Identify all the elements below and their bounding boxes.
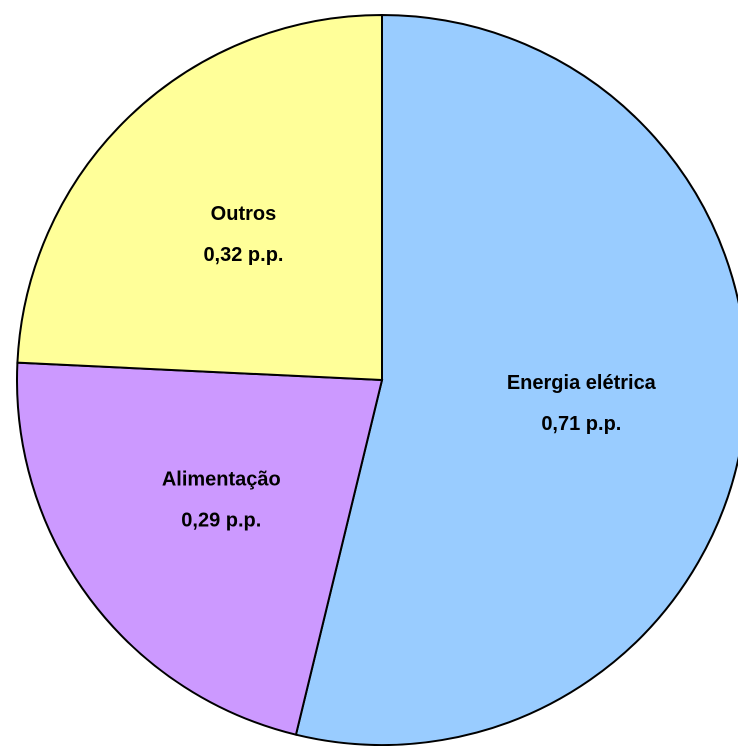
slice-label: Energia elétrica [507, 372, 657, 394]
pie-slice [294, 13, 738, 746]
slice-label: Outros [211, 203, 277, 225]
pie-slice [16, 361, 384, 736]
slice-label: Alimentação [162, 469, 281, 491]
slice-value-label: 0,71 p.p. [541, 413, 621, 435]
pie-slice [16, 13, 383, 382]
slice-value-label: 0,29 p.p. [181, 510, 261, 532]
slice-value-label: 0,32 p.p. [203, 244, 283, 266]
